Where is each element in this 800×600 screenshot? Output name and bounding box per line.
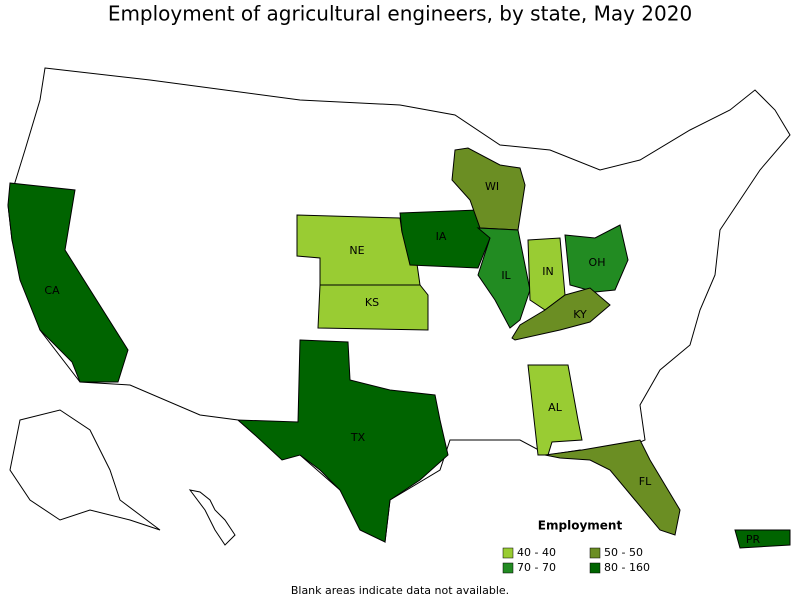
- state: [476, 227, 531, 329]
- state-label: CA: [44, 284, 60, 297]
- state: [527, 364, 583, 456]
- state: [317, 284, 429, 331]
- legend-swatch: [589, 562, 601, 574]
- state: [734, 529, 791, 549]
- legend-swatch: [502, 547, 514, 559]
- state-label: IA: [436, 230, 447, 243]
- state: [451, 147, 526, 231]
- state-label: KY: [573, 308, 587, 321]
- state: [511, 287, 611, 341]
- state-label: IL: [501, 269, 511, 282]
- note: Blank areas indicate data not available.: [291, 584, 509, 597]
- state-label: OH: [589, 256, 606, 269]
- state: [544, 439, 681, 536]
- state-label: NE: [349, 244, 364, 257]
- state-label: PR: [746, 533, 761, 546]
- state-label: TX: [350, 431, 366, 444]
- legend-label: 70 - 70: [517, 561, 556, 574]
- legend-swatch: [589, 547, 601, 559]
- alaska: [9, 409, 161, 531]
- legend-label: 80 - 160: [604, 561, 650, 574]
- legend-label: 50 - 50: [604, 546, 643, 559]
- state: [564, 224, 629, 293]
- legend-title: Employment: [538, 519, 623, 533]
- state-label: WI: [485, 180, 499, 193]
- legend-label: 40 - 40: [517, 546, 556, 559]
- state: [236, 339, 449, 543]
- state-label: AL: [548, 401, 563, 414]
- map-title: Employment of agricultural engineers, by…: [108, 2, 692, 26]
- hawaii: [188, 489, 236, 546]
- state-label: FL: [639, 475, 652, 488]
- state-label: KS: [365, 296, 379, 309]
- state-label: IN: [542, 265, 553, 278]
- state: [7, 182, 129, 383]
- legend-swatch: [502, 562, 514, 574]
